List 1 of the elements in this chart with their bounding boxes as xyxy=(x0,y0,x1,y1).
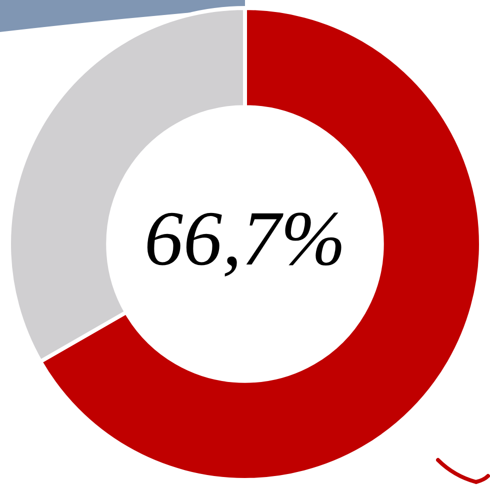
text: 66,7% xyxy=(144,194,346,282)
